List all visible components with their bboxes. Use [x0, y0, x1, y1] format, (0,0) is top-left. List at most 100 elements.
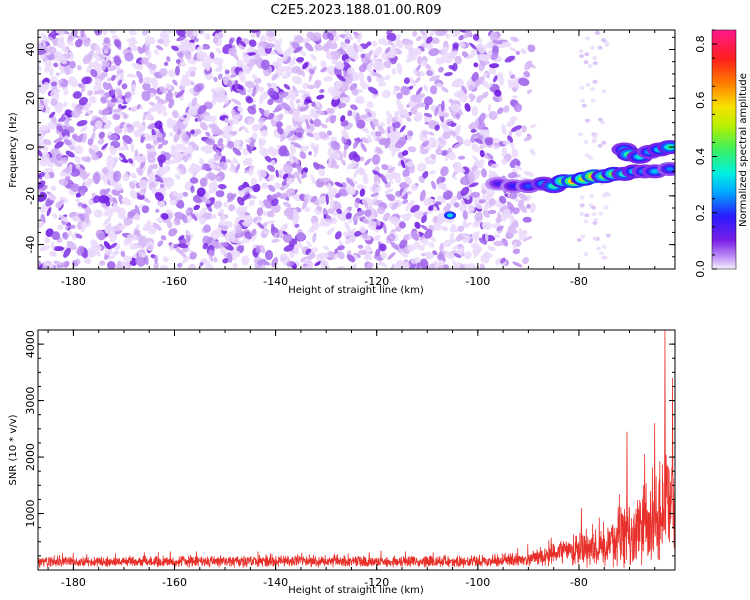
noise-blob [316, 205, 323, 212]
noise-blob [509, 191, 518, 200]
noise-blob [602, 255, 608, 260]
noise-blob [322, 218, 331, 227]
noise-blob [367, 75, 372, 83]
noise-blob [323, 43, 330, 50]
noise-blob [51, 81, 57, 87]
noise-blob [43, 66, 50, 73]
noise-blob [247, 88, 253, 94]
noise-blob [157, 143, 164, 149]
noise-blob [328, 156, 334, 163]
noise-blob [381, 89, 391, 99]
noise-blob [579, 203, 585, 208]
noise-blob [177, 249, 187, 258]
noise-blob [101, 60, 110, 68]
noise-blob [256, 168, 267, 179]
noise-blob [258, 200, 265, 208]
noise-blob [588, 155, 594, 160]
noise-blob [113, 39, 122, 48]
noise-blob [494, 233, 500, 239]
noise-blob [458, 155, 466, 160]
noise-blob [481, 91, 489, 99]
noise-blob [225, 159, 231, 164]
noise-blob [99, 188, 107, 197]
noise-blob [81, 203, 88, 209]
noise-blob [327, 161, 332, 168]
noise-blob [454, 55, 462, 65]
noise-blob [601, 140, 607, 145]
noise-blob [368, 49, 374, 57]
noise-blob [165, 82, 173, 91]
noise-blob [409, 76, 416, 87]
noise-blob [462, 210, 468, 220]
noise-blob [296, 132, 303, 139]
noise-blob [104, 217, 111, 225]
noise-blob [467, 204, 474, 212]
noise-blob [327, 183, 333, 191]
noise-blob [70, 183, 80, 192]
noise-blob [419, 189, 426, 202]
noise-blob [162, 256, 169, 263]
noise-blob [266, 164, 276, 172]
noise-blob [410, 184, 418, 192]
noise-blob [428, 136, 438, 148]
noise-blob [282, 173, 289, 180]
noise-blob [151, 163, 158, 170]
noise-blob [83, 221, 90, 228]
noise-blob [410, 230, 419, 241]
noise-blob [496, 43, 507, 48]
noise-blob [377, 206, 385, 215]
noise-blob [590, 87, 596, 92]
noise-blob [495, 257, 502, 266]
noise-blob [272, 61, 278, 67]
noise-blob [67, 126, 75, 134]
noise-blob [142, 196, 151, 204]
noise-blob [162, 39, 169, 48]
noise-blob [391, 67, 397, 76]
noise-blob [70, 168, 81, 177]
noise-blob [370, 192, 380, 198]
spectrogram-y-ticks: -40 -20 0 20 40 [24, 36, 675, 270]
spectrogram-panel: -180 -160 -140 -120 -100 -80 -40 -20 0 20 40 Heig… [8, 29, 676, 296]
noise-blob [399, 238, 408, 249]
noise-blob [251, 231, 258, 243]
noise-blob [362, 233, 368, 240]
noise-blob [87, 250, 97, 258]
noise-blob [511, 125, 522, 132]
noise-blob [453, 90, 464, 98]
noise-blob [250, 228, 257, 237]
noise-blob [221, 130, 231, 139]
noise-blob [199, 261, 204, 267]
noise-blob [76, 120, 88, 127]
colorbar: 0.0 0.2 0.4 0.6 0.8 Normalized spectral ampl… [694, 29, 749, 278]
noise-blob [478, 112, 486, 124]
noise-blob [369, 185, 379, 193]
noise-blob [53, 260, 63, 266]
noise-blob [371, 40, 378, 47]
colorbar-ticks: 0.0 0.2 0.4 0.6 0.8 [694, 29, 717, 278]
noise-blob [215, 47, 222, 54]
spectrogram-x-ticks: -180 -160 -140 -120 -100 -80 [47, 30, 656, 288]
noise-blob [120, 105, 127, 110]
noise-blob [370, 58, 379, 63]
noise-blob [296, 89, 307, 94]
noise-blob [578, 49, 584, 54]
noise-blob [590, 98, 596, 103]
noise-blob [373, 62, 385, 72]
noise-blob [251, 74, 257, 80]
noise-blob [292, 156, 300, 165]
noise-blob [237, 106, 242, 112]
noise-blob [93, 209, 103, 218]
noise-blob [159, 265, 168, 269]
noise-blob [424, 156, 431, 161]
noise-blob [323, 76, 333, 82]
noise-blob [258, 117, 266, 124]
noise-blob [271, 257, 279, 268]
noise-blob [68, 51, 74, 61]
noise-blob [69, 224, 76, 230]
noise-blob [136, 104, 141, 110]
noise-blob [348, 215, 355, 224]
noise-blob [468, 121, 479, 130]
noise-blob [520, 48, 527, 55]
noise-blob [403, 77, 411, 85]
noise-blob [148, 101, 155, 106]
